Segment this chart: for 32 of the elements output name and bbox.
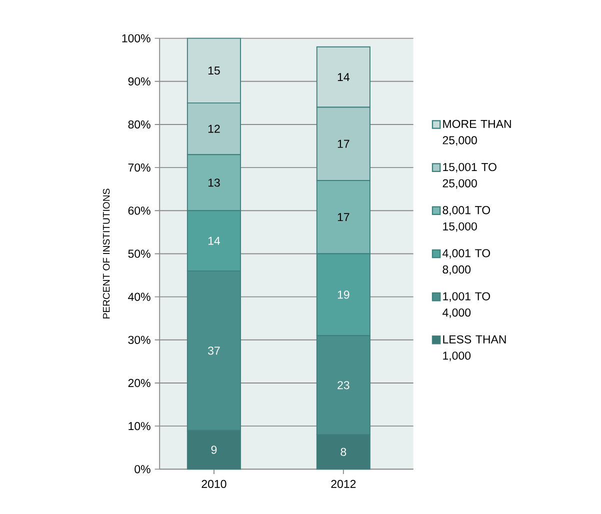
y-tick-label: 90% [128, 77, 150, 86]
y-tick-label: 40% [128, 292, 150, 301]
y-tick-label: 100% [122, 34, 150, 42]
data-label: 8 [340, 448, 346, 456]
data-label: 15 [208, 66, 220, 75]
x-tick-label: 2010 [202, 480, 226, 488]
legend-label: 4,001 TO 8,000 [442, 249, 490, 275]
legend-label: MORE THAN 25,000 [442, 120, 511, 146]
data-label: 13 [208, 178, 220, 187]
data-label: 14 [338, 73, 350, 81]
legend-label: 8,001 TO 15,000 [442, 206, 490, 232]
legend-label: 1,001 TO 4,000 [442, 292, 490, 318]
data-label: 12 [208, 124, 220, 133]
y-tick-label: 70% [128, 163, 150, 172]
y-tick-label: 80% [128, 120, 150, 128]
y-tick-label: 50% [128, 250, 150, 258]
data-label: 17 [338, 213, 350, 221]
legend-label: 15,001 TO 25,000 [442, 162, 496, 189]
data-label: 14 [208, 236, 220, 245]
data-label: 19 [338, 290, 350, 299]
legend-label: LESS THAN 1,000 [443, 335, 506, 361]
y-tick-label: 10% [128, 422, 150, 430]
y-tick-label: 60% [128, 206, 150, 215]
x-tick-label: 2012 [331, 480, 356, 488]
y-tick-label: 0% [134, 465, 150, 474]
data-label: 23 [338, 381, 350, 390]
data-label: 9 [211, 446, 217, 454]
y-axis-title: PERCENT OF INSTITUTIONS [102, 188, 110, 318]
data-label: 37 [208, 346, 220, 355]
data-label: 17 [338, 140, 350, 148]
y-tick-label: 20% [128, 378, 150, 387]
y-tick-label: 30% [128, 336, 150, 344]
